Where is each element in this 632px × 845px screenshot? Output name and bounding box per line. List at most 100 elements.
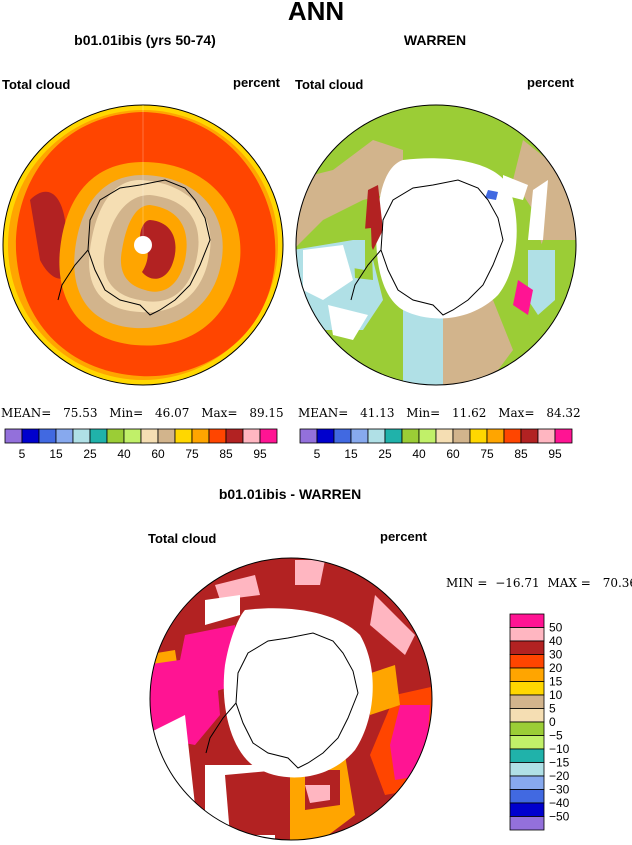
diff-right-label: percent [380, 529, 427, 544]
diff-map [149, 557, 433, 841]
panel2-colorbar: 5 15 25 40 60 75 85 95 [299, 428, 573, 461]
panel2-mean: 41.13 [360, 406, 395, 420]
diff-stats: MIN = −16.71 MAX = 70.36 [446, 576, 632, 590]
diff-colorbar-label: 20 [549, 661, 563, 675]
panel2-title: WARREN [403, 32, 467, 48]
diff-colorbar-swatch [509, 654, 545, 669]
diff-min-label: MIN = [446, 576, 488, 590]
panel2-colorbar-swatch [333, 428, 352, 444]
panel2-colorbar-swatch [418, 428, 437, 444]
panel1-colorbar-swatch [242, 428, 261, 444]
panel2-map [295, 104, 577, 386]
panel2-left-label: Total cloud [295, 77, 364, 92]
diff-colorbar-label: −30 [549, 783, 570, 797]
panel1-colorbar-swatch [208, 428, 227, 444]
panel2-colorbar-tick-label: 85 [514, 447, 528, 461]
diff-colorbar-swatch [509, 667, 545, 682]
panel2-colorbar-swatch [350, 428, 369, 444]
panel1-colorbar-tick-label: 75 [185, 447, 199, 461]
diff-colorbar-label: 10 [549, 688, 563, 702]
panel2-colorbar-swatch [469, 428, 488, 444]
panel2-colorbar-swatch [316, 428, 335, 444]
panel1-colorbar-swatch [174, 428, 193, 444]
panel1-max: 89.15 [249, 406, 284, 420]
panel2-colorbar-tick-label: 5 [314, 447, 321, 461]
diff-colorbar-label: 0 [549, 715, 556, 729]
panel1-colorbar-swatch [140, 428, 159, 444]
panel1-colorbar-swatch [106, 428, 125, 444]
panel2-colorbar-swatch [537, 428, 556, 444]
panel2-colorbar-swatch [503, 428, 522, 444]
panel1-colorbar-swatch [21, 428, 40, 444]
diff-colorbar-label: 30 [549, 648, 563, 662]
panel1-colorbar-swatch [191, 428, 210, 444]
panel2-colorbar-swatch [452, 428, 471, 444]
panel1-mean-label: MEAN= [1, 406, 52, 420]
diff-colorbar-swatch [509, 762, 545, 777]
panel2-mean-label: MEAN= [298, 406, 349, 420]
diff-colorbar-label: −15 [549, 756, 570, 770]
panel1-colorbar-swatch [123, 428, 142, 444]
diff-colorbar-label: 50 [549, 621, 563, 635]
diff-colorbar-swatch [509, 640, 545, 655]
panel1-colorbar-swatch [72, 428, 91, 444]
diff-colorbar-swatch [509, 613, 545, 628]
panel2-stats: MEAN= 41.13 Min= 11.62 Max= 84.32 [298, 406, 581, 420]
diff-colorbar-swatch [509, 681, 545, 696]
diff-colorbar-label: −20 [549, 769, 570, 783]
panel1-stats: MEAN= 75.53 Min= 46.07 Max= 89.15 [1, 406, 284, 420]
diff-left-label: Total cloud [148, 531, 217, 546]
panel2-colorbar-swatch [299, 428, 318, 444]
panel2-min: 11.62 [452, 406, 487, 420]
panel1-min: 46.07 [155, 406, 190, 420]
diff-colorbar-swatch [509, 789, 545, 804]
diff-colorbar-swatch [509, 721, 545, 736]
diff-colorbar-swatch [509, 708, 545, 723]
panel1-map [2, 104, 284, 386]
panel1-colorbar-tick-label: 25 [83, 447, 97, 461]
panel1-colorbar-tick-label: 95 [253, 447, 267, 461]
panel1-colorbar-swatch [225, 428, 244, 444]
diff-colorbar-label: −40 [549, 796, 570, 810]
diff-colorbar-label: −5 [549, 729, 563, 743]
panel1-colorbar-swatch [259, 428, 278, 444]
panel1-left-label: Total cloud [2, 77, 71, 92]
diff-colorbar-label: −50 [549, 810, 570, 824]
panel2-right-label: percent [527, 75, 574, 90]
panel1-colorbar-tick-label: 85 [219, 447, 233, 461]
panel1-colorbar-tick-label: 5 [19, 447, 26, 461]
diff-max-label: MAX = [547, 576, 591, 590]
panel1-colorbar-swatch [4, 428, 23, 444]
diff-colorbar-swatch [509, 775, 545, 790]
panel1-right-label: percent [233, 75, 280, 90]
panel1-colorbar-tick-label: 60 [151, 447, 165, 461]
panel2-colorbar-tick-label: 25 [378, 447, 392, 461]
panel1-colorbar-tick-label: 15 [49, 447, 63, 461]
panel2-colorbar-swatch [401, 428, 420, 444]
panel2-colorbar-swatch [384, 428, 403, 444]
diff-colorbar-label: 5 [549, 702, 556, 716]
panel2-colorbar-swatch [367, 428, 386, 444]
panel1-max-label: Max= [201, 406, 238, 420]
panel1-colorbar-swatch [55, 428, 74, 444]
panel2-colorbar-swatch [520, 428, 539, 444]
panel1-min-label: Min= [109, 406, 144, 420]
panel1-mean: 75.53 [63, 406, 98, 420]
diff-colorbar-swatch [509, 735, 545, 750]
panel2-min-label: Min= [406, 406, 441, 420]
panel1-colorbar-swatch [157, 428, 176, 444]
diff-colorbar-swatch [509, 802, 545, 817]
panel1-title: b01.01ibis (yrs 50-74) [74, 32, 216, 48]
panel2-colorbar-tick-label: 40 [412, 447, 426, 461]
panel1-colorbar-swatch [89, 428, 108, 444]
panel2-colorbar-swatch [435, 428, 454, 444]
page-title: ANN [287, 0, 345, 26]
diff-colorbar-label: 40 [549, 634, 563, 648]
panel2-max-label: Max= [498, 406, 535, 420]
panel2-colorbar-tick-label: 15 [344, 447, 358, 461]
panel2-colorbar-tick-label: 75 [480, 447, 494, 461]
panel1-colorbar-swatch [38, 428, 57, 444]
panel2-max: 84.32 [546, 406, 581, 420]
diff-colorbar-label: −10 [549, 742, 570, 756]
panel2-colorbar-tick-label: 60 [446, 447, 460, 461]
